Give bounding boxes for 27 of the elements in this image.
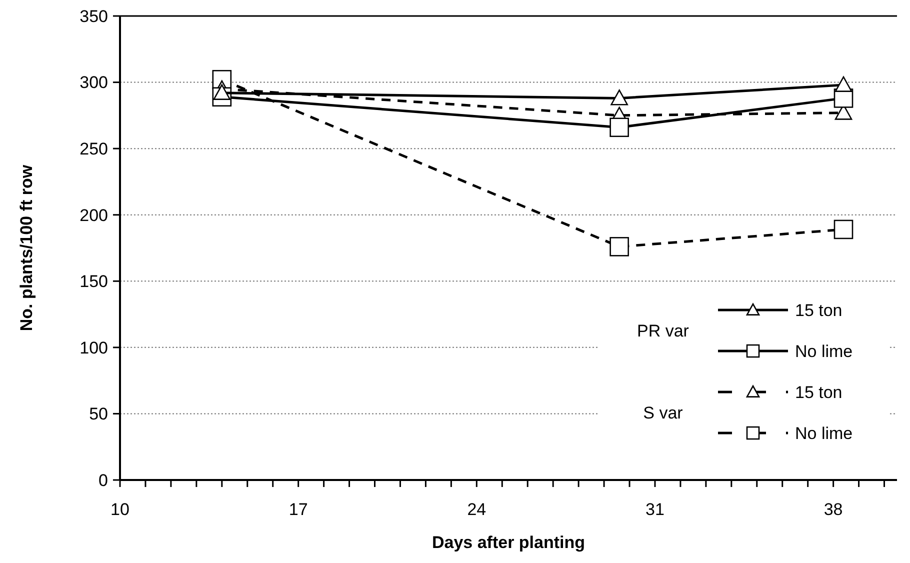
x-tick-label: 10	[110, 500, 130, 519]
x-tick-label: 38	[824, 500, 843, 519]
y-tick-label: 0	[98, 470, 108, 490]
y-tick-label: 50	[89, 404, 108, 424]
y-tick-label: 300	[80, 73, 108, 92]
legend-label: 15 ton	[795, 300, 842, 320]
y-tick-label: 200	[80, 206, 108, 225]
y-tick-label: 250	[80, 140, 108, 159]
legend-label: No lime	[795, 424, 853, 443]
point	[610, 237, 629, 256]
point	[834, 76, 852, 92]
point	[834, 220, 854, 240]
y-tick-label: 350	[80, 6, 108, 26]
point	[213, 84, 231, 100]
x-tick-label: 31	[646, 500, 664, 519]
y-axis-title: No. plants/100 ft row	[17, 164, 36, 332]
x-tick-label: 17	[288, 500, 308, 519]
y-tick-label: 100	[80, 338, 108, 358]
x-tick-label: 24	[467, 500, 486, 519]
y-tick-label: 150	[80, 272, 108, 292]
legend-label: 15 ton	[795, 382, 842, 402]
annotation: PR var	[637, 321, 690, 340]
annotation: S var	[643, 403, 684, 422]
legend-label: No lime	[795, 342, 853, 361]
x-axis-title: Days after planting	[432, 533, 586, 552]
point	[610, 90, 628, 106]
point	[610, 118, 629, 138]
